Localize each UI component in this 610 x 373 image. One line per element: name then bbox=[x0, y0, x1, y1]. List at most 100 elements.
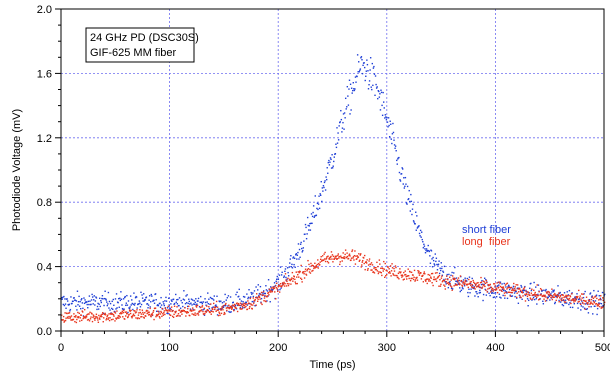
data-point bbox=[401, 274, 404, 276]
data-point bbox=[384, 276, 386, 278]
data-point bbox=[77, 304, 79, 306]
data-point bbox=[253, 301, 255, 303]
data-point bbox=[85, 315, 87, 317]
data-point bbox=[532, 294, 534, 296]
data-point bbox=[480, 276, 482, 279]
data-point bbox=[143, 300, 145, 302]
data-point bbox=[246, 308, 249, 311]
data-point bbox=[519, 296, 521, 299]
data-point bbox=[317, 208, 319, 211]
data-point bbox=[478, 292, 480, 294]
data-point bbox=[343, 128, 345, 130]
data-point bbox=[555, 294, 557, 297]
data-point bbox=[325, 258, 327, 260]
data-point bbox=[420, 278, 423, 280]
data-point bbox=[151, 314, 154, 316]
data-point bbox=[329, 161, 331, 163]
data-point bbox=[597, 303, 599, 306]
data-point bbox=[243, 304, 246, 307]
data-point bbox=[211, 298, 214, 300]
data-point bbox=[420, 272, 422, 274]
data-point bbox=[375, 268, 378, 271]
data-point bbox=[345, 108, 347, 110]
data-point bbox=[501, 288, 504, 290]
data-point bbox=[397, 276, 399, 279]
data-point bbox=[272, 286, 274, 288]
data-point bbox=[310, 213, 313, 215]
data-point bbox=[351, 249, 354, 251]
data-point bbox=[553, 296, 556, 298]
data-point bbox=[504, 290, 507, 292]
data-point bbox=[272, 288, 275, 290]
data-point bbox=[323, 258, 326, 260]
data-point bbox=[173, 302, 176, 305]
data-point bbox=[370, 262, 373, 264]
data-point bbox=[469, 292, 471, 294]
data-point bbox=[557, 294, 559, 296]
data-point bbox=[72, 300, 74, 302]
data-point bbox=[392, 131, 395, 134]
data-point bbox=[596, 297, 598, 300]
data-point bbox=[363, 62, 365, 64]
data-point bbox=[401, 276, 403, 278]
data-point bbox=[523, 286, 526, 289]
data-point bbox=[200, 309, 203, 311]
data-point bbox=[587, 302, 589, 304]
data-point bbox=[501, 286, 504, 289]
data-point bbox=[75, 300, 78, 302]
data-point bbox=[306, 216, 309, 219]
data-point bbox=[62, 296, 64, 299]
data-point bbox=[97, 302, 99, 305]
data-point bbox=[196, 303, 198, 305]
data-point bbox=[286, 280, 288, 282]
data-point bbox=[559, 294, 562, 297]
data-point bbox=[169, 310, 171, 312]
data-point bbox=[353, 259, 355, 261]
data-point bbox=[79, 320, 81, 322]
data-point bbox=[529, 294, 531, 297]
data-point bbox=[227, 295, 230, 297]
data-point bbox=[317, 259, 319, 261]
data-point bbox=[589, 302, 592, 304]
data-point bbox=[260, 297, 263, 300]
data-point bbox=[408, 277, 410, 280]
data-point bbox=[518, 288, 520, 290]
data-point bbox=[308, 225, 311, 227]
data-point bbox=[440, 283, 442, 286]
data-point bbox=[333, 258, 336, 260]
data-point bbox=[247, 300, 249, 302]
data-point bbox=[131, 299, 133, 301]
data-point bbox=[325, 257, 328, 259]
data-point bbox=[270, 287, 273, 289]
data-point bbox=[585, 308, 587, 311]
data-point bbox=[292, 280, 294, 282]
data-point bbox=[224, 303, 227, 306]
data-point bbox=[196, 304, 199, 307]
data-point bbox=[241, 307, 244, 309]
data-point bbox=[450, 285, 452, 287]
data-point bbox=[474, 295, 476, 297]
data-point bbox=[416, 215, 418, 217]
data-point bbox=[551, 288, 553, 290]
data-point bbox=[276, 282, 278, 284]
data-point bbox=[342, 257, 344, 259]
data-point bbox=[369, 263, 372, 266]
data-point bbox=[256, 297, 258, 299]
data-point bbox=[446, 282, 448, 285]
data-point bbox=[241, 305, 244, 308]
data-point bbox=[472, 284, 474, 287]
data-point bbox=[415, 277, 418, 279]
data-point bbox=[159, 302, 161, 305]
data-point bbox=[167, 297, 170, 299]
data-point bbox=[404, 185, 406, 188]
data-point bbox=[294, 281, 296, 283]
data-point bbox=[520, 284, 522, 287]
data-point bbox=[121, 307, 124, 310]
data-point bbox=[153, 299, 155, 301]
data-point bbox=[358, 71, 360, 73]
data-point bbox=[468, 278, 470, 281]
data-point bbox=[421, 238, 423, 241]
data-point bbox=[128, 309, 131, 311]
data-point bbox=[407, 268, 409, 270]
data-point bbox=[412, 278, 415, 281]
